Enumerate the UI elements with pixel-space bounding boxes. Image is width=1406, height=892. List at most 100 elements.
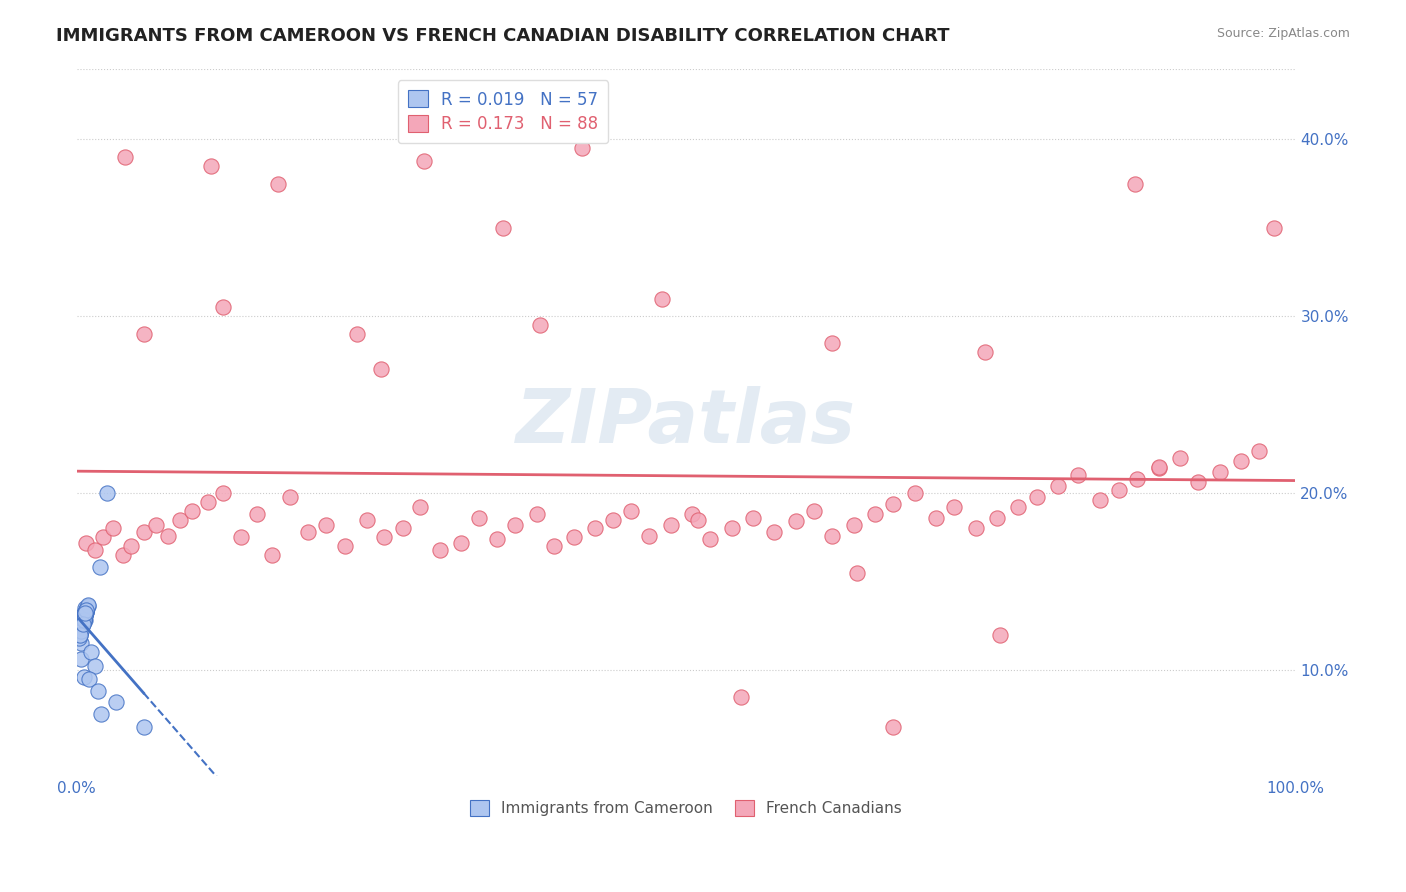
Point [688,513,710,527]
Point [75,614,97,628]
Point [104,695,127,709]
Point [1229,454,1251,468]
Point [75,603,97,617]
Point [965,521,987,535]
Point [89,560,111,574]
Point [1090,493,1112,508]
Point [69,627,91,641]
Point [114,150,136,164]
Point [70,636,93,650]
Point [1209,465,1232,479]
Point [882,720,904,734]
Point [75,605,97,619]
Point [145,518,167,533]
Point [346,326,368,341]
Point [200,159,222,173]
Point [75,608,97,623]
Point [973,344,995,359]
Point [742,511,765,525]
Point [450,535,472,549]
Point [101,521,124,535]
Point [821,335,844,350]
Point [1247,443,1270,458]
Point [429,542,451,557]
Point [529,318,551,332]
Point [1147,461,1170,475]
Point [73,614,96,628]
Point [72,615,94,630]
Point [845,566,868,580]
Point [762,524,785,539]
Legend: Immigrants from Cameroon, French Canadians: Immigrants from Cameroon, French Canadia… [461,791,911,825]
Point [70,624,93,639]
Point [87,684,110,698]
Point [75,535,97,549]
Point [72,617,94,632]
Point [73,612,96,626]
Point [69,619,91,633]
Point [73,614,96,628]
Point [260,548,283,562]
Point [75,608,97,623]
Point [356,513,378,527]
Point [602,513,624,527]
Point [72,615,94,630]
Point [785,515,807,529]
Point [821,528,844,542]
Point [229,530,252,544]
Point [72,614,94,628]
Point [75,607,97,621]
Point [72,615,94,630]
Point [1067,468,1090,483]
Point [80,645,103,659]
Point [75,607,97,621]
Point [72,612,94,626]
Point [803,504,825,518]
Point [986,511,1008,525]
Point [181,504,204,518]
Point [681,508,703,522]
Point [1123,177,1146,191]
Point [211,301,233,315]
Point [721,521,744,535]
Point [882,497,904,511]
Point [413,153,436,168]
Point [246,508,269,522]
Point [70,623,93,637]
Point [73,612,96,626]
Point [1108,483,1130,497]
Point [1263,220,1285,235]
Point [583,521,606,535]
Point [67,624,90,639]
Point [844,518,866,533]
Point [370,362,392,376]
Point [1147,459,1170,474]
Point [73,607,96,621]
Point [75,605,97,619]
Point [197,495,219,509]
Point [492,220,515,235]
Point [1126,472,1149,486]
Point [409,500,432,515]
Point [132,326,155,341]
Point [93,530,115,544]
Point [1026,490,1049,504]
Point [83,659,105,673]
Point [169,513,191,527]
Point [156,528,179,542]
Point [925,511,948,525]
Text: IMMIGRANTS FROM CAMEROON VS FRENCH CANADIAN DISABILITY CORRELATION CHART: IMMIGRANTS FROM CAMEROON VS FRENCH CANAD… [56,27,949,45]
Point [638,528,661,542]
Point [1046,479,1069,493]
Point [651,292,673,306]
Point [333,539,356,553]
Point [1187,475,1209,490]
Point [120,539,142,553]
Point [266,177,288,191]
Point [486,532,509,546]
Point [75,603,97,617]
Point [67,631,90,645]
Point [526,508,548,522]
Point [70,652,93,666]
Text: ZIPatlas: ZIPatlas [516,386,856,458]
